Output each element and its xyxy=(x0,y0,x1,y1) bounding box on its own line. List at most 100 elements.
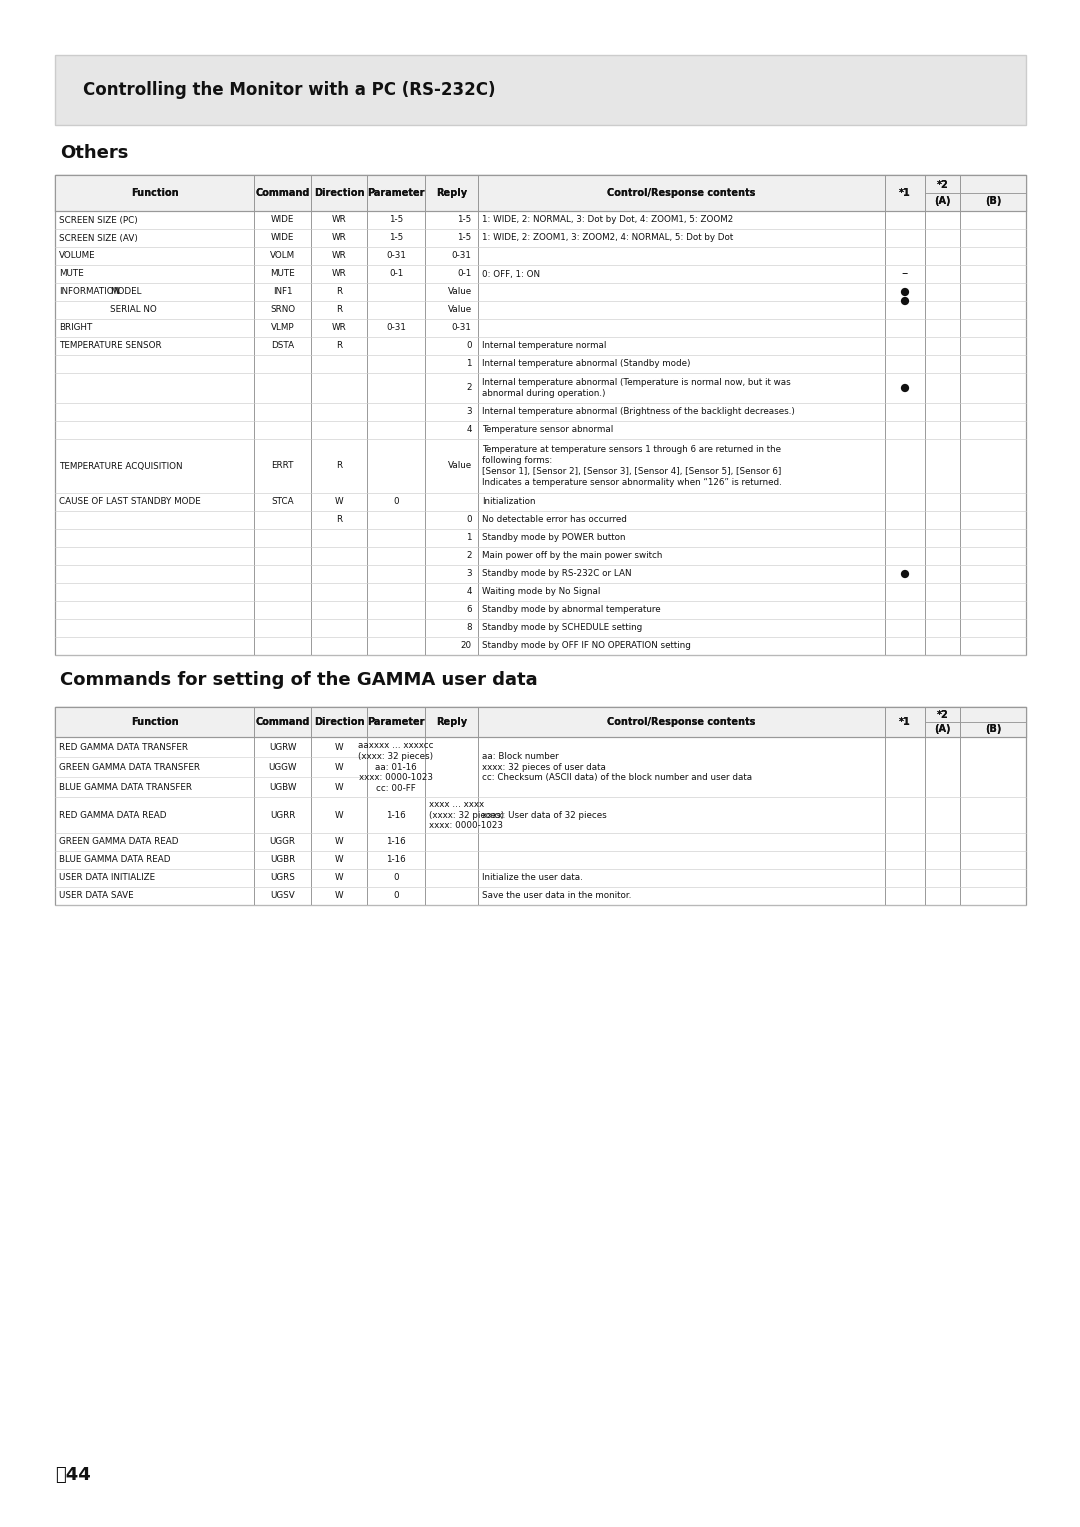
Text: GREEN GAMMA DATA READ: GREEN GAMMA DATA READ xyxy=(59,837,178,846)
Text: Value: Value xyxy=(447,305,472,315)
Text: SCREEN SIZE (AV): SCREEN SIZE (AV) xyxy=(59,234,138,243)
Bar xyxy=(55,707,1026,738)
Text: VOLM: VOLM xyxy=(270,252,295,261)
Text: BLUE GAMMA DATA READ: BLUE GAMMA DATA READ xyxy=(59,855,171,864)
Text: 1-16: 1-16 xyxy=(387,855,406,864)
Text: W: W xyxy=(335,782,343,791)
Circle shape xyxy=(902,298,908,304)
Bar xyxy=(55,176,1026,211)
Text: (B): (B) xyxy=(985,724,1001,734)
Text: *1: *1 xyxy=(900,718,910,727)
Text: 1-5: 1-5 xyxy=(389,234,403,243)
Text: aaxxxx … xxxxcc
(xxxx: 32 pieces)
aa: 01-16
xxxx: 0000-1023
cc: 00-FF: aaxxxx … xxxxcc (xxxx: 32 pieces) aa: 01… xyxy=(359,741,434,793)
Text: Direction: Direction xyxy=(314,718,364,727)
Text: USER DATA INITIALIZE: USER DATA INITIALIZE xyxy=(59,873,156,883)
Text: TEMPERATURE SENSOR: TEMPERATURE SENSOR xyxy=(59,342,162,351)
Text: 4: 4 xyxy=(467,426,472,435)
Text: CAUSE OF LAST STANDBY MODE: CAUSE OF LAST STANDBY MODE xyxy=(59,498,201,507)
Text: Control/Response contents: Control/Response contents xyxy=(607,188,756,199)
Text: UGRW: UGRW xyxy=(269,742,296,751)
Bar xyxy=(55,176,1026,655)
Text: Command: Command xyxy=(255,188,310,199)
Text: UGGW: UGGW xyxy=(268,762,297,771)
Text: 2: 2 xyxy=(467,551,472,560)
Text: R: R xyxy=(336,461,342,470)
Text: USER DATA SAVE: USER DATA SAVE xyxy=(59,892,134,901)
Text: *1: *1 xyxy=(900,718,910,727)
Circle shape xyxy=(902,571,908,577)
Text: RED GAMMA DATA READ: RED GAMMA DATA READ xyxy=(59,811,166,820)
Text: R: R xyxy=(336,516,342,524)
Text: (A): (A) xyxy=(934,195,950,206)
Text: Function: Function xyxy=(131,718,178,727)
Text: 0: 0 xyxy=(393,873,399,883)
Text: ⑎44: ⑎44 xyxy=(55,1466,91,1484)
Text: 0: 0 xyxy=(465,342,472,351)
Text: W: W xyxy=(335,837,343,846)
Text: INF1: INF1 xyxy=(273,287,293,296)
Text: UGRR: UGRR xyxy=(270,811,295,820)
Text: *2: *2 xyxy=(936,710,948,721)
Text: –: – xyxy=(902,267,908,281)
Bar xyxy=(55,55,1026,125)
Text: 0-31: 0-31 xyxy=(386,252,406,261)
Text: Standby mode by RS-232C or LAN: Standby mode by RS-232C or LAN xyxy=(482,570,632,579)
Text: aa: Block number
xxxx: 32 pieces of user data
cc: Checksum (ASCII data) of the b: aa: Block number xxxx: 32 pieces of user… xyxy=(482,751,752,782)
Text: (B): (B) xyxy=(985,195,1001,206)
Text: W: W xyxy=(335,762,343,771)
Text: 1-5: 1-5 xyxy=(458,215,472,224)
Text: Parameter: Parameter xyxy=(367,718,424,727)
Text: Command: Command xyxy=(255,188,310,199)
Text: Initialization: Initialization xyxy=(482,498,536,507)
Text: W: W xyxy=(335,498,343,507)
Text: No detectable error has occurred: No detectable error has occurred xyxy=(482,516,626,524)
Text: 1-16: 1-16 xyxy=(387,811,406,820)
Text: UGGR: UGGR xyxy=(270,837,296,846)
Text: Reply: Reply xyxy=(436,188,467,199)
Text: 4: 4 xyxy=(467,588,472,597)
Text: Function: Function xyxy=(131,188,178,199)
Text: 3: 3 xyxy=(465,570,472,579)
Text: VOLUME: VOLUME xyxy=(59,252,96,261)
Text: WR: WR xyxy=(332,324,347,333)
Text: Value: Value xyxy=(447,461,472,470)
Text: Function: Function xyxy=(131,188,178,199)
Text: W: W xyxy=(335,873,343,883)
Text: Temperature sensor abnormal: Temperature sensor abnormal xyxy=(482,426,613,435)
Text: (A): (A) xyxy=(934,724,950,734)
Text: Standby mode by POWER button: Standby mode by POWER button xyxy=(482,533,625,542)
Text: 1-5: 1-5 xyxy=(458,234,472,243)
Text: INFORMATION: INFORMATION xyxy=(59,287,120,296)
Text: Reply: Reply xyxy=(436,718,467,727)
Text: Parameter: Parameter xyxy=(367,718,424,727)
Text: Direction: Direction xyxy=(314,718,364,727)
Text: STCA: STCA xyxy=(271,498,294,507)
Text: UGSV: UGSV xyxy=(270,892,295,901)
Text: WR: WR xyxy=(332,215,347,224)
Text: R: R xyxy=(336,342,342,351)
Text: RED GAMMA DATA TRANSFER: RED GAMMA DATA TRANSFER xyxy=(59,742,188,751)
Text: WR: WR xyxy=(332,269,347,278)
Circle shape xyxy=(902,385,908,391)
Text: *1: *1 xyxy=(900,188,910,199)
Text: GREEN GAMMA DATA TRANSFER: GREEN GAMMA DATA TRANSFER xyxy=(59,762,200,771)
Text: BLUE GAMMA DATA TRANSFER: BLUE GAMMA DATA TRANSFER xyxy=(59,782,192,791)
Text: 8: 8 xyxy=(465,623,472,632)
Text: Command: Command xyxy=(255,718,310,727)
Text: Parameter: Parameter xyxy=(367,188,424,199)
Text: Control/Response contents: Control/Response contents xyxy=(607,718,756,727)
Text: 20: 20 xyxy=(460,641,472,651)
Bar xyxy=(55,176,1026,211)
Text: Value: Value xyxy=(447,287,472,296)
Text: Waiting mode by No Signal: Waiting mode by No Signal xyxy=(482,588,600,597)
Text: Standby mode by SCHEDULE setting: Standby mode by SCHEDULE setting xyxy=(482,623,643,632)
Text: 0: 0 xyxy=(465,516,472,524)
Text: Initialize the user data.: Initialize the user data. xyxy=(482,873,583,883)
Text: 0: 0 xyxy=(393,892,399,901)
Text: 3: 3 xyxy=(465,408,472,417)
Text: MUTE: MUTE xyxy=(59,269,84,278)
Text: 1: 1 xyxy=(467,533,472,542)
Text: 1: 1 xyxy=(467,359,472,368)
Text: Standby mode by abnormal temperature: Standby mode by abnormal temperature xyxy=(482,606,661,614)
Text: *2: *2 xyxy=(936,180,948,189)
